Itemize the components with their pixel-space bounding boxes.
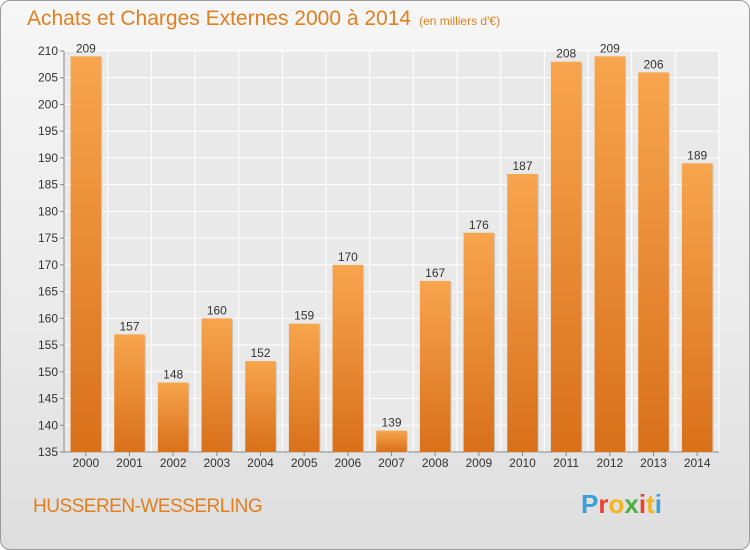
y-tick-label: 150 <box>38 365 58 379</box>
data-label: 209 <box>76 41 96 55</box>
bar <box>594 56 626 452</box>
data-label: 187 <box>512 159 532 173</box>
y-tick-label: 195 <box>38 124 58 138</box>
x-tick-label: 2003 <box>203 456 230 470</box>
bar <box>157 382 189 452</box>
logo-letter: x <box>624 489 639 519</box>
bar <box>419 280 451 452</box>
data-label: 189 <box>687 148 707 162</box>
x-tick-label: 2013 <box>640 456 667 470</box>
bar <box>288 323 320 452</box>
plot-area: 135 140 145 150 155 160 165 170 175 180 185 190 195 2… <box>38 41 720 470</box>
y-tick-label: 145 <box>38 392 58 406</box>
data-label: 206 <box>643 57 663 71</box>
place-name: HUSSEREN-WESSERLING <box>33 496 263 517</box>
data-label: 157 <box>119 319 139 333</box>
x-tick-label: 2006 <box>334 456 361 470</box>
logo-letter: o <box>608 489 625 519</box>
logo-letter: P <box>581 489 599 519</box>
bar <box>463 232 495 452</box>
data-label: 139 <box>381 416 401 430</box>
bar <box>550 61 582 453</box>
y-tick-label: 175 <box>38 231 58 245</box>
y-tick-label: 155 <box>38 338 58 352</box>
chart-subtitle: (en milliers d'€) <box>419 14 501 28</box>
x-tick-label: 2004 <box>247 456 274 470</box>
data-label: 152 <box>250 346 270 360</box>
bar <box>376 430 407 452</box>
bar <box>638 72 669 453</box>
bar <box>201 318 233 452</box>
x-tick-label: 2009 <box>465 456 492 470</box>
data-label: 170 <box>338 250 358 264</box>
bar <box>114 334 145 452</box>
bar <box>507 173 538 452</box>
bar <box>245 361 276 452</box>
y-tick-label: 210 <box>38 44 58 58</box>
bar <box>681 163 713 452</box>
x-tick-label: 2007 <box>378 456 405 470</box>
y-tick-label: 160 <box>38 311 58 325</box>
y-tick-label: 205 <box>38 71 58 85</box>
y-tick-label: 200 <box>38 97 58 111</box>
logo-letter: i <box>638 489 647 519</box>
y-tick-label: 185 <box>38 178 58 192</box>
y-tick-label: 180 <box>38 204 58 218</box>
chart-title-text: Achats et Charges Externes 2000 à 2014 <box>27 7 412 30</box>
bar <box>332 264 364 452</box>
x-tick-label: 2010 <box>509 456 536 470</box>
data-label: 159 <box>294 309 314 323</box>
chart-title: Achats et Charges Externes 2000 à 2014 (e… <box>27 7 500 31</box>
proxiti-logo: Proxiti <box>581 489 662 520</box>
data-label: 176 <box>469 218 489 232</box>
y-tick-label: 165 <box>38 285 58 299</box>
y-tick-label: 140 <box>38 418 58 432</box>
data-label: 209 <box>600 41 620 55</box>
data-label: 208 <box>556 47 576 61</box>
x-tick-label: 2011 <box>553 456 579 470</box>
data-label: 148 <box>163 367 183 381</box>
x-tick-label: 2008 <box>422 456 449 470</box>
data-label: 160 <box>207 303 227 317</box>
x-tick-label: 2000 <box>72 456 99 470</box>
x-tick-label: 2014 <box>684 456 711 470</box>
x-tick-label: 2012 <box>596 456 623 470</box>
x-tick-label: 2001 <box>116 456 143 470</box>
data-label: 167 <box>425 266 445 280</box>
y-tick-label: 135 <box>38 445 58 459</box>
bar <box>70 56 102 452</box>
y-tick-label: 170 <box>38 258 58 272</box>
logo-letter: i <box>654 489 662 519</box>
x-tick-label: 2005 <box>291 456 318 470</box>
logo-letter: r <box>598 489 609 519</box>
logo-letter: t <box>646 489 655 519</box>
x-tick-label: 2002 <box>160 456 187 470</box>
y-tick-label: 190 <box>38 151 58 165</box>
